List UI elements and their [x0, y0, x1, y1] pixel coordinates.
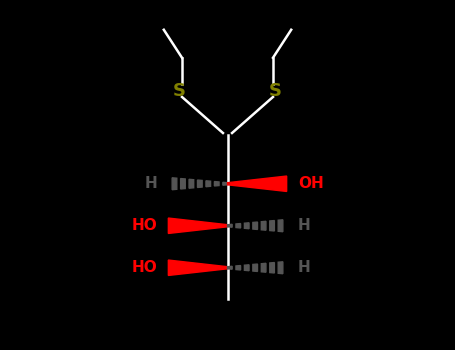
Polygon shape	[244, 265, 249, 271]
Text: S: S	[269, 82, 282, 100]
Polygon shape	[270, 262, 274, 273]
Polygon shape	[244, 223, 249, 229]
Polygon shape	[261, 263, 266, 272]
Text: H: H	[298, 218, 311, 233]
Polygon shape	[223, 182, 228, 185]
Polygon shape	[172, 178, 177, 190]
Polygon shape	[228, 176, 287, 191]
Polygon shape	[168, 218, 228, 233]
Text: S: S	[173, 82, 186, 100]
Polygon shape	[214, 182, 219, 186]
Polygon shape	[253, 264, 258, 272]
Polygon shape	[236, 224, 241, 228]
Polygon shape	[181, 178, 185, 189]
Text: H: H	[144, 176, 157, 191]
Polygon shape	[189, 179, 194, 188]
Polygon shape	[197, 180, 202, 188]
Polygon shape	[278, 262, 283, 274]
Polygon shape	[253, 222, 258, 230]
Polygon shape	[168, 260, 228, 275]
Polygon shape	[270, 220, 274, 231]
Text: HO: HO	[131, 260, 157, 275]
Text: H: H	[298, 260, 311, 275]
Polygon shape	[278, 220, 283, 232]
Polygon shape	[261, 221, 266, 230]
Polygon shape	[228, 266, 232, 269]
Polygon shape	[236, 266, 241, 270]
Polygon shape	[228, 224, 232, 227]
Polygon shape	[206, 181, 211, 187]
Text: OH: OH	[298, 176, 324, 191]
Text: HO: HO	[131, 218, 157, 233]
